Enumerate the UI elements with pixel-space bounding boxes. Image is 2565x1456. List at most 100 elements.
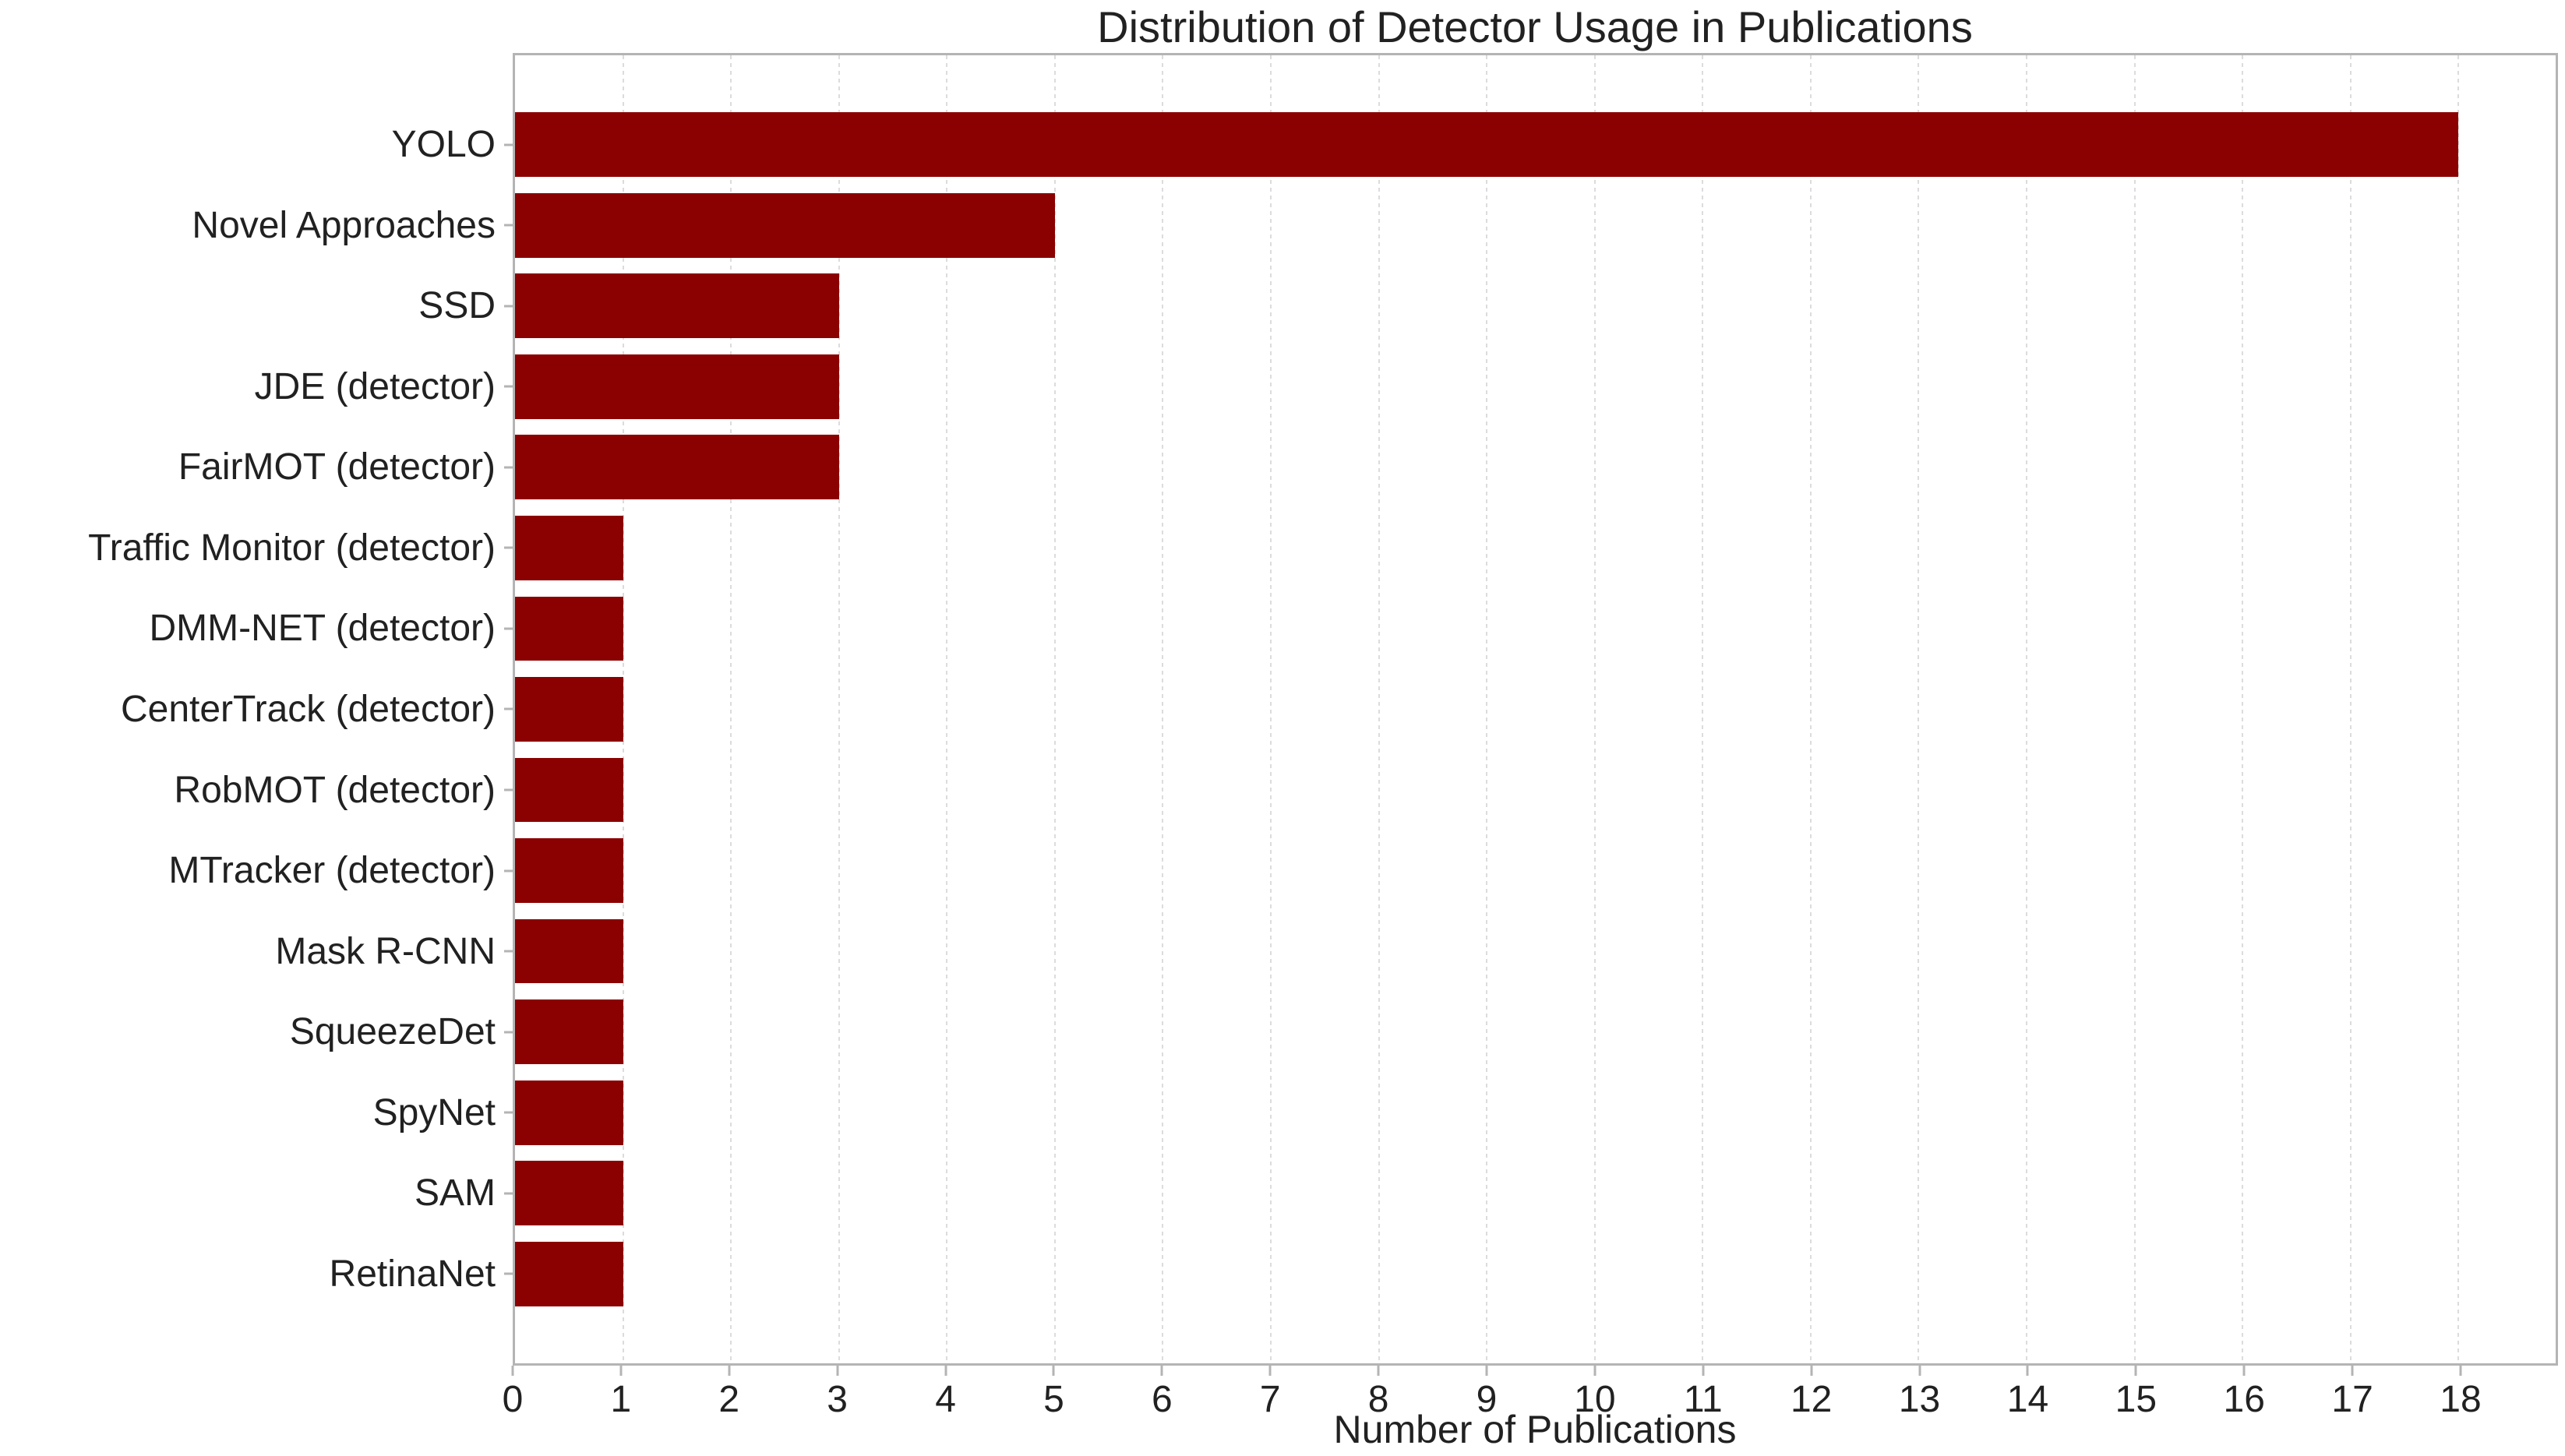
x-tick-label: 10 <box>1574 1379 1616 1420</box>
y-tick-label: DMM-NET (detector) <box>149 608 496 650</box>
y-tick-label: CenterTrack (detector) <box>120 688 496 730</box>
x-tick-label: 7 <box>1259 1379 1281 1420</box>
bar-row <box>515 347 2556 428</box>
x-tick-mark <box>728 1366 731 1376</box>
y-tick: SSD <box>0 266 513 347</box>
y-tick: RetinaNet <box>0 1233 513 1314</box>
gridline <box>2349 55 2352 1363</box>
y-tick-label: SSD <box>418 285 496 327</box>
x-tick-label: 8 <box>1367 1379 1389 1420</box>
y-tick-label: JDE (detector) <box>254 365 496 407</box>
x-tick-mark <box>944 1366 947 1376</box>
y-tick-mark <box>504 143 513 146</box>
y-tick-mark <box>504 546 513 549</box>
x-tick-mark <box>1918 1366 1921 1376</box>
y-tick: DMM-NET (detector) <box>0 588 513 669</box>
y-tick-label: YOLO <box>391 124 496 166</box>
bar-row <box>515 992 2556 1073</box>
gridline <box>838 55 840 1363</box>
bar <box>515 596 623 661</box>
x-tick-mark <box>1268 1366 1272 1376</box>
y-tick-label: SqueezeDet <box>289 1011 496 1053</box>
x-axis-label: Number of Publications <box>1333 1408 1737 1451</box>
gridline <box>1378 55 1380 1363</box>
y-tick: JDE (detector) <box>0 347 513 428</box>
bar <box>515 273 839 339</box>
y-tick-label: Novel Approaches <box>192 204 496 246</box>
gridlines <box>515 55 2556 1363</box>
x-tick-label: 2 <box>718 1379 740 1420</box>
x-tick-mark <box>1052 1366 1055 1376</box>
x-tick-label: 3 <box>827 1379 849 1420</box>
y-tick-label: Mask R-CNN <box>275 930 496 972</box>
bar-row <box>515 1153 2556 1234</box>
x-tick-label: 6 <box>1151 1379 1173 1420</box>
y-tick: Novel Approaches <box>0 185 513 266</box>
y-tick: SqueezeDet <box>0 992 513 1073</box>
y-tick-mark <box>504 1272 513 1275</box>
bar <box>515 192 1055 258</box>
y-tick-mark <box>504 466 513 469</box>
y-tick-mark <box>504 788 513 791</box>
gridline <box>2457 55 2460 1363</box>
y-tick: YOLO <box>0 104 513 185</box>
gridline <box>2026 55 2027 1363</box>
y-tick-mark <box>504 869 513 873</box>
bar <box>515 918 623 984</box>
bar-series <box>515 55 2556 1363</box>
x-tick-mark <box>836 1366 839 1376</box>
x-tick-label: 15 <box>2115 1379 2157 1420</box>
x-tick-label: 12 <box>1790 1379 1833 1420</box>
bar-row <box>515 508 2556 589</box>
y-tick: CenterTrack (detector) <box>0 669 513 750</box>
bar-row <box>515 588 2556 669</box>
gridline <box>2133 55 2136 1363</box>
x-tick-mark <box>1377 1366 1380 1376</box>
y-tick-label: MTracker (detector) <box>168 850 496 892</box>
y-tick-mark <box>504 1192 513 1195</box>
bar <box>515 1080 623 1145</box>
y-tick: SpyNet <box>0 1072 513 1153</box>
y-tick-label: FairMOT (detector) <box>178 446 496 488</box>
y-axis: YOLO Novel Approaches SSD JDE (detector) Fai… <box>0 53 513 1366</box>
bar-row <box>515 669 2556 750</box>
y-tick-mark <box>504 627 513 630</box>
x-tick-label: 0 <box>502 1379 524 1420</box>
y-tick-label: RobMOT (detector) <box>174 769 496 811</box>
bar <box>515 516 623 580</box>
chart-title: Distribution of Detector Usage in Public… <box>1097 2 1973 51</box>
y-tick-mark <box>504 707 513 710</box>
bar <box>515 112 2459 178</box>
bar-row <box>515 749 2556 830</box>
x-tick-label: 16 <box>2223 1379 2265 1420</box>
bar-row <box>515 911 2556 992</box>
x-tick-mark <box>2134 1366 2137 1376</box>
y-tick: Traffic Monitor (detector) <box>0 508 513 589</box>
gridline <box>1053 55 1056 1363</box>
x-tick-mark <box>1810 1366 1813 1376</box>
gridline <box>1593 55 1596 1363</box>
y-tick-mark <box>504 385 513 388</box>
x-tick-label: 18 <box>2440 1379 2482 1420</box>
gridline <box>2242 55 2244 1363</box>
x-tick-label: 17 <box>2331 1379 2373 1420</box>
bar <box>515 354 839 419</box>
x-tick-mark <box>2242 1366 2246 1376</box>
x-tick-label: 4 <box>935 1379 956 1420</box>
bar <box>515 999 623 1065</box>
bar-row <box>515 1233 2556 1314</box>
x-tick-mark <box>1702 1366 1705 1376</box>
bar-row <box>515 185 2556 266</box>
bar <box>515 677 623 742</box>
y-tick-mark <box>504 224 513 227</box>
x-tick-mark <box>2351 1366 2354 1376</box>
bar <box>515 838 623 903</box>
x-tick-label: 5 <box>1043 1379 1064 1420</box>
gridline <box>730 55 732 1363</box>
plot-area <box>513 53 2558 1366</box>
y-tick-label: SpyNet <box>372 1091 496 1133</box>
gridline <box>946 55 948 1363</box>
x-tick-label: 9 <box>1476 1379 1498 1420</box>
x-tick-label: 13 <box>1898 1379 1941 1420</box>
